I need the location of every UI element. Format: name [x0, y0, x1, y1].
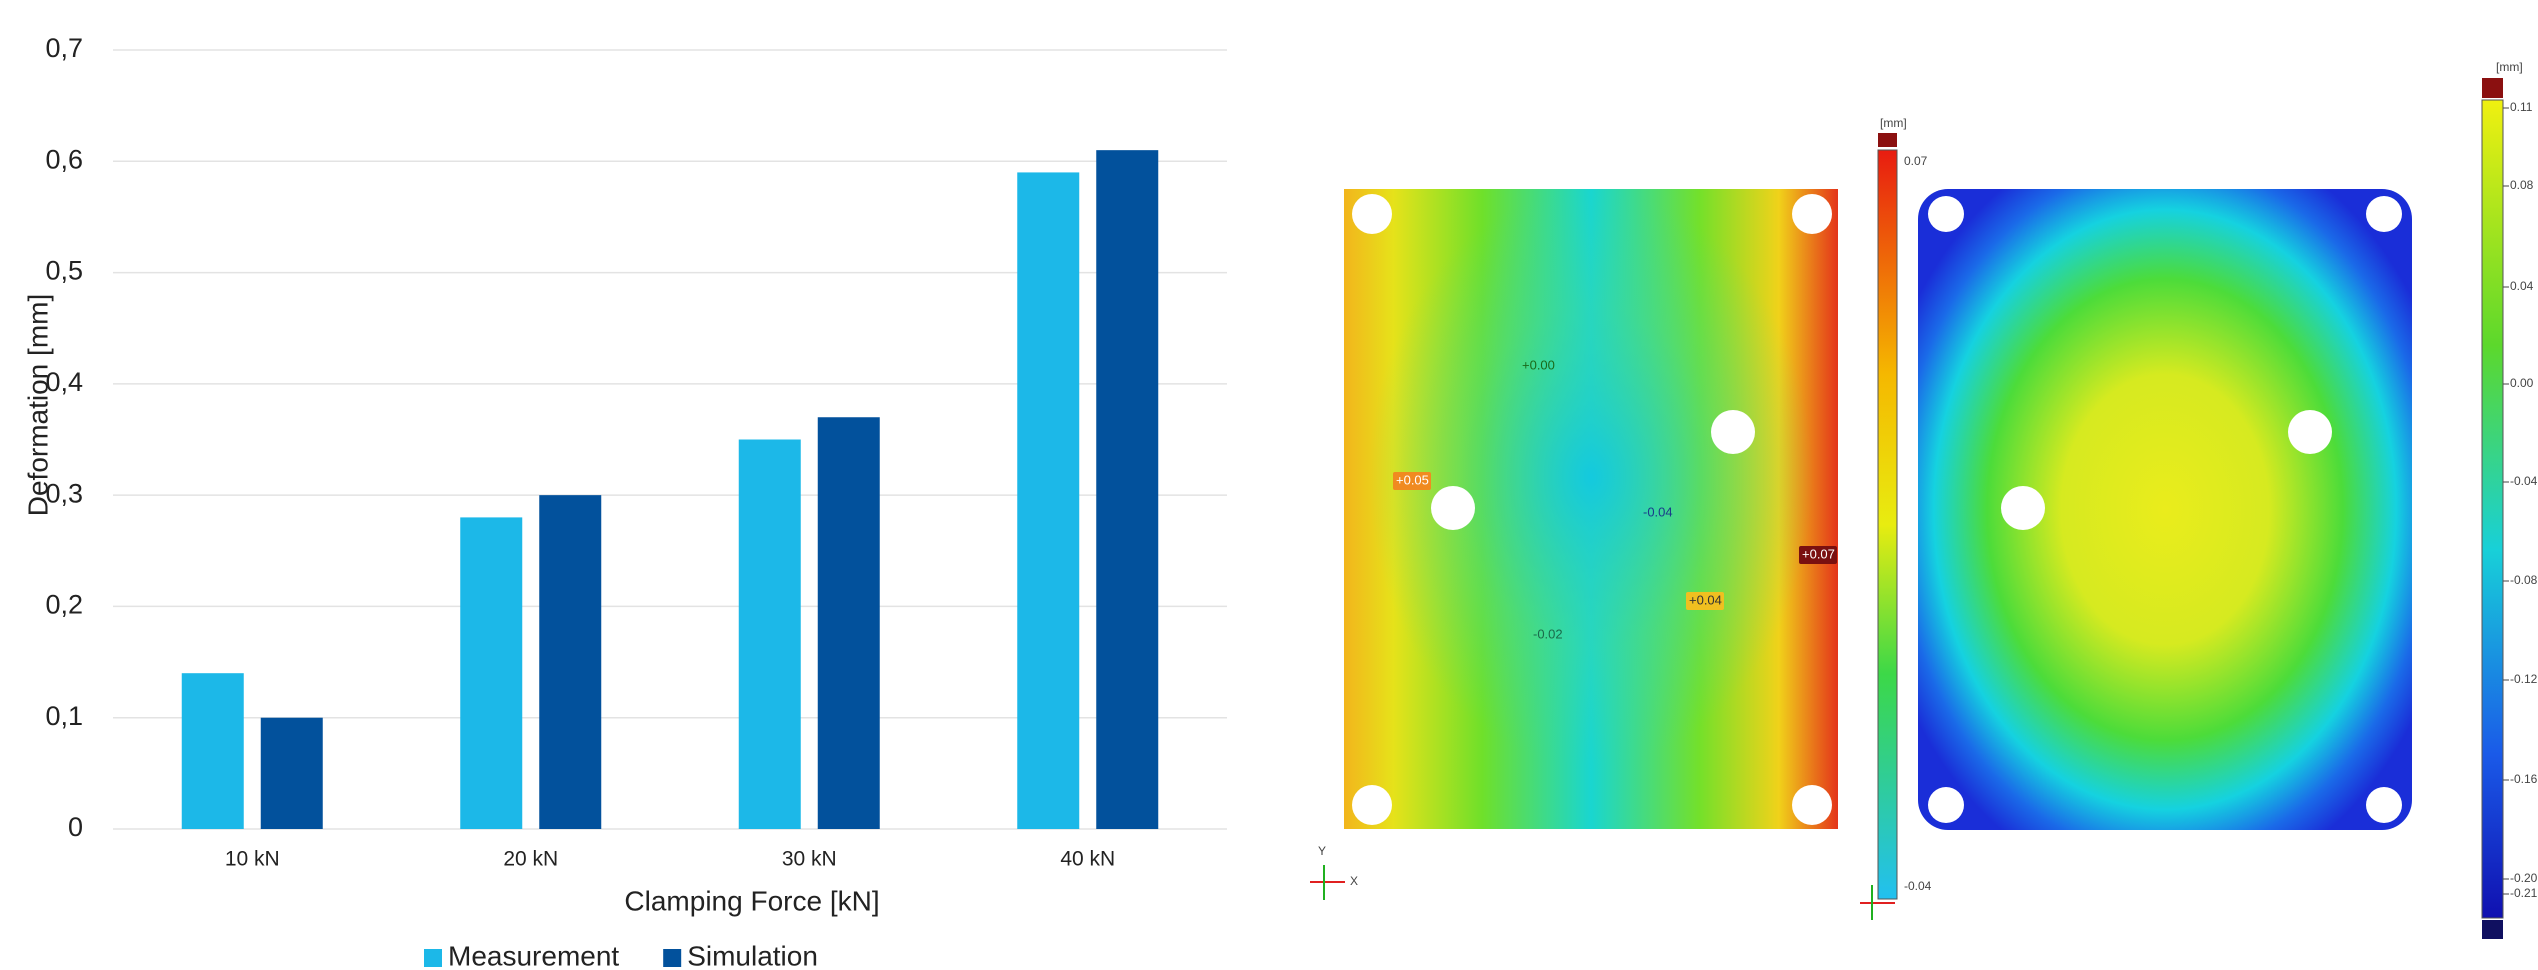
y-tick-label: 0,4: [45, 367, 83, 397]
annotation-label: +0.05: [1396, 472, 1429, 487]
colorbar-label: -0.20: [2510, 871, 2538, 885]
map-surface: [1918, 189, 2412, 830]
colorbar-label: 0.07: [1904, 154, 1928, 168]
bar: [182, 673, 244, 829]
y-tick-label: 0,2: [45, 590, 83, 620]
colorbar-label: 0.04: [2510, 279, 2534, 293]
colorbar-label: -0.04: [1904, 879, 1932, 893]
y-tick-label: 0,1: [45, 701, 83, 731]
x-tick-label: 40 kN: [1060, 848, 1115, 871]
deformation-map-1: [1310, 133, 1897, 900]
y-tick-label: 0,7: [45, 33, 83, 63]
bar: [818, 417, 880, 829]
colorbar-label: 0.11: [2510, 100, 2533, 114]
colorbar-label: 0.00: [2510, 376, 2534, 390]
colorbar-label: -0.04: [2510, 474, 2538, 488]
legend-label: Measurement: [448, 940, 619, 970]
x-tick-label: 10 kN: [225, 848, 280, 871]
legend-swatch: [663, 949, 681, 967]
y-tick-label: 0: [68, 812, 83, 842]
colorbar-label: -0.21: [2510, 886, 2538, 900]
annotation-label: -0.04: [1643, 504, 1673, 519]
bar: [739, 440, 801, 830]
bar: [460, 517, 522, 829]
annotation-label: -0.02: [1533, 626, 1563, 641]
page: Clamping Force [kN] Deformation [mm] 00,…: [0, 0, 2538, 970]
colorbar: [1878, 150, 1897, 899]
bar-chart: Clamping Force [kN] Deformation [mm] 00,…: [22, 33, 1227, 970]
axis-triad-label: Y: [1318, 844, 1326, 858]
colorbar-label: 0.08: [2510, 178, 2534, 192]
deformation-map-2: [1860, 78, 2503, 939]
annotation-label: +0.00: [1522, 357, 1555, 372]
colorbar-cap: [1878, 133, 1897, 147]
legend-swatch: [424, 949, 442, 967]
bar: [1017, 172, 1079, 829]
x-tick-label: 20 kN: [503, 848, 558, 871]
colorbar-cap: [2482, 78, 2503, 98]
colorbar-label: -0.12: [2510, 672, 2538, 686]
colorbar-unit: [mm]: [1880, 116, 1907, 130]
colorbar-label: -0.08: [2510, 573, 2538, 587]
colorbar-cap: [2482, 920, 2503, 939]
colorbar: [2482, 100, 2503, 918]
bar: [261, 718, 323, 829]
bar: [539, 495, 601, 829]
legend-label: Simulation: [687, 940, 818, 970]
colorbar-label: -0.16: [2510, 772, 2538, 786]
y-tick-label: 0,5: [45, 256, 83, 286]
map-overlay: [1344, 189, 1838, 829]
x-tick-label: 30 kN: [782, 848, 837, 871]
y-tick-label: 0,6: [45, 144, 83, 174]
y-tick-label: 0,3: [45, 478, 83, 508]
colorbar-unit: [mm]: [2496, 60, 2523, 74]
axis-triad-label: X: [1350, 874, 1358, 888]
bar: [1096, 150, 1158, 829]
x-axis-label: Clamping Force [kN]: [624, 885, 879, 916]
annotation-label: +0.07: [1802, 546, 1835, 561]
annotation-label: +0.04: [1689, 592, 1722, 607]
